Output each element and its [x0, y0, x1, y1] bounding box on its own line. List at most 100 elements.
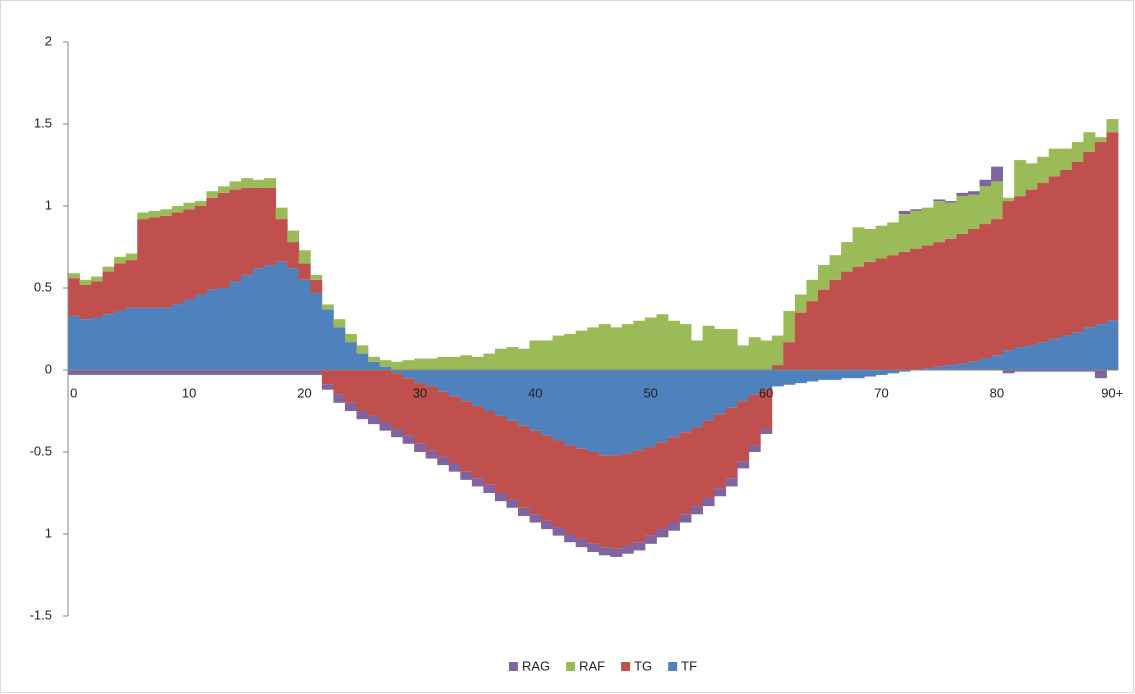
legend-swatch [566, 662, 576, 671]
bar-segment [829, 370, 842, 380]
bar-segment [564, 445, 577, 534]
bar-segment [575, 538, 588, 548]
axes: -1.51-0.500.511.520 10 20 30 40 50 60 70 80 90+ [30, 33, 1124, 622]
bar-segment [794, 312, 807, 370]
x-tick-label: 30 [413, 385, 427, 400]
bar-segment [541, 340, 554, 370]
bar-segment [68, 370, 80, 375]
bar-segment [783, 342, 796, 370]
bar-segment [1071, 370, 1084, 372]
bar-segment [241, 178, 254, 188]
bar-segment [137, 219, 150, 308]
bar-segment [748, 394, 761, 446]
bar-segment [171, 212, 184, 305]
bar-segment [356, 353, 369, 370]
bar-segment [587, 543, 600, 553]
bar-segment [1060, 335, 1073, 370]
bar-segment [368, 356, 380, 362]
bar-segment [529, 430, 542, 515]
bar-segment [944, 238, 957, 366]
bar-segment [483, 370, 496, 411]
bar-segment [979, 179, 992, 187]
bar-segment [783, 310, 796, 343]
bar-segment [425, 386, 438, 451]
bar-segment [564, 333, 577, 370]
bar-segment [864, 261, 877, 370]
bar-segment [633, 320, 646, 370]
bar-segment [425, 370, 438, 387]
bar-segment [575, 448, 588, 539]
bar-segment [1083, 132, 1096, 152]
bar-segment [183, 370, 196, 375]
bar-segment [160, 307, 173, 370]
bar-segment [471, 406, 484, 479]
bar-segment [125, 260, 138, 308]
bar-segment [864, 370, 877, 377]
bar-segment [206, 197, 219, 290]
bar-segment [968, 194, 980, 229]
bar-segment [160, 370, 173, 375]
bar-segment [748, 370, 761, 395]
bar-segment [218, 186, 230, 193]
bar-segment [610, 548, 623, 557]
x-tick-label: 20 [297, 385, 311, 400]
bar-segment [621, 370, 634, 454]
bar-segment [194, 370, 207, 375]
bar-segment [518, 507, 530, 516]
bar-segment [264, 187, 277, 266]
bar-segment [391, 361, 404, 370]
bar-segment [794, 294, 807, 313]
bar-segment [991, 166, 1004, 182]
bar-segment [402, 435, 415, 444]
bar-segment [956, 192, 969, 197]
bar-segment [691, 370, 704, 428]
bar-segment [679, 514, 692, 523]
bar-segment [333, 370, 346, 395]
bar-segment [287, 268, 300, 370]
bar-segment [898, 214, 911, 252]
bar-segment [898, 370, 911, 372]
bar-segment [171, 304, 184, 370]
bar-segment [356, 345, 369, 354]
bar-segment [910, 248, 923, 370]
bar-segment [933, 199, 946, 202]
bar-segment [125, 370, 138, 375]
bar-segment [702, 325, 715, 370]
bar-segment [725, 407, 738, 479]
bar-segment [437, 356, 450, 370]
bar-segment [771, 370, 784, 387]
bar-segment [564, 534, 577, 543]
bar-segment [171, 206, 184, 213]
bar-segment [275, 261, 288, 370]
bar-segment [1025, 163, 1038, 190]
x-tick-label: 80 [990, 385, 1004, 400]
y-tick-label: 0.5 [34, 279, 52, 294]
bar-segment [1014, 160, 1027, 197]
bar-segment [714, 329, 727, 370]
bar-segment [887, 222, 900, 256]
bar-segment [1014, 370, 1027, 372]
bar-segment [587, 452, 600, 544]
bar-segment [760, 429, 773, 434]
bar-segment [621, 453, 634, 546]
bar-segment [541, 435, 554, 521]
bar-segment [644, 370, 657, 448]
bar-segment [137, 307, 150, 370]
bar-segment [241, 274, 254, 370]
bar-segment [1083, 327, 1096, 370]
legend-swatch [668, 662, 678, 671]
bar-segment [298, 250, 311, 264]
bar-segment [91, 276, 104, 282]
bar-segment [1071, 142, 1084, 162]
bar-segment [252, 179, 265, 188]
bar-segment [714, 414, 727, 489]
bar-segment [668, 522, 680, 531]
bar-segment [737, 345, 750, 370]
bar-segment [264, 265, 277, 370]
bar-segment [1048, 176, 1061, 339]
bar-segment [275, 370, 288, 375]
bar-segment [956, 196, 969, 234]
bar-segment [102, 370, 115, 375]
bar-segment [344, 402, 357, 411]
bar-segment [321, 304, 334, 310]
